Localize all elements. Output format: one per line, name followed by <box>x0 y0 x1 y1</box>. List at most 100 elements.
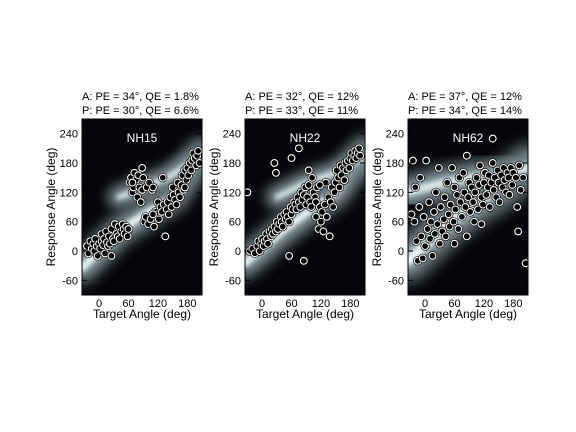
data-point <box>451 205 460 214</box>
data-point <box>187 166 196 175</box>
panel-title: NH22 <box>290 131 321 145</box>
x-tick-label: 60 <box>448 298 460 310</box>
panel-title: NH62 <box>453 131 484 145</box>
data-point <box>476 161 484 170</box>
y-tick-label: 60 <box>229 217 241 229</box>
data-point <box>304 166 313 175</box>
scatter-points <box>245 143 365 266</box>
data-point <box>431 188 440 197</box>
data-point <box>435 239 444 248</box>
data-point <box>430 229 439 238</box>
data-point <box>340 176 349 185</box>
stats-line-a: A: PE = 34°, QE = 1.8% <box>82 91 199 103</box>
data-point <box>521 259 528 268</box>
plot-frame <box>81 118 203 296</box>
x-tick-label: 0 <box>422 298 428 310</box>
data-point <box>287 154 296 163</box>
data-point <box>312 212 320 221</box>
data-point <box>107 251 116 260</box>
plot-area <box>82 119 202 295</box>
stats-line-p: P: PE = 34°, QE = 14% <box>408 105 522 117</box>
x-tick-label: 120 <box>312 298 330 310</box>
data-point <box>488 134 497 143</box>
data-point <box>454 225 463 233</box>
x-tick-label: 0 <box>96 298 102 310</box>
data-point <box>172 200 181 209</box>
data-point <box>457 212 466 221</box>
scatter-points <box>408 134 528 268</box>
data-point <box>434 163 443 172</box>
data-point <box>317 207 326 216</box>
stats-line-a: A: PE = 37°, QE = 12% <box>408 91 522 103</box>
data-point <box>345 163 354 172</box>
data-point <box>124 225 133 233</box>
x-tick-label: 180 <box>504 298 522 310</box>
data-point <box>519 173 528 182</box>
data-point <box>139 173 148 182</box>
data-point <box>419 212 428 221</box>
y-tick-label: 180 <box>223 158 241 170</box>
data-point <box>430 207 438 216</box>
y-tick-label: 0 <box>398 246 404 258</box>
data-point <box>195 159 202 167</box>
data-point <box>325 232 334 241</box>
data-point <box>469 198 478 207</box>
data-point <box>304 181 313 189</box>
data-point <box>412 237 421 246</box>
data-point <box>335 183 344 192</box>
data-point <box>294 144 303 153</box>
y-tick-label: 240 <box>60 129 78 141</box>
data-point <box>138 163 147 172</box>
data-point <box>270 159 279 167</box>
data-point <box>489 185 498 194</box>
data-point <box>433 220 442 229</box>
y-tick-label: 0 <box>72 246 78 258</box>
stats-line-p: P: PE = 33°, QE = 11% <box>245 105 358 117</box>
data-point <box>462 151 471 160</box>
data-point <box>441 232 450 241</box>
plot-area <box>408 119 528 295</box>
plot-area <box>245 119 365 295</box>
data-point <box>319 227 328 236</box>
plot-frame <box>244 118 366 296</box>
data-point <box>422 156 431 165</box>
data-point <box>513 203 522 211</box>
data-point <box>149 183 157 192</box>
data-point <box>408 156 417 165</box>
data-point <box>416 173 425 182</box>
y-axis-label: Response Angle (deg) <box>44 148 58 267</box>
data-point <box>495 198 504 207</box>
x-axis-label: Target Angle (deg) <box>256 307 354 321</box>
data-point <box>462 232 471 241</box>
data-point <box>356 151 365 160</box>
data-point <box>154 215 163 224</box>
data-point <box>150 222 158 231</box>
data-point <box>514 227 523 236</box>
y-axis-label: Response Angle (deg) <box>370 148 384 267</box>
data-point <box>456 198 465 207</box>
data-point <box>461 203 470 211</box>
data-point <box>466 207 475 216</box>
y-tick-label: 60 <box>66 217 78 229</box>
data-point <box>470 217 479 226</box>
stats-line-a: A: PE = 32°, QE = 12% <box>245 91 359 103</box>
data-point <box>450 183 459 192</box>
data-point <box>516 185 525 194</box>
data-point <box>418 254 427 263</box>
data-point <box>322 212 331 221</box>
data-point <box>505 190 514 199</box>
axes: 0 60 120 180 -60 0 60 120 180 240 <box>223 119 365 310</box>
data-point <box>128 178 137 187</box>
x-tick-label: 180 <box>178 298 196 310</box>
data-point <box>421 242 430 251</box>
data-point <box>444 210 453 219</box>
x-tick-label: 120 <box>475 298 493 310</box>
data-point <box>408 210 416 219</box>
data-point <box>285 217 294 226</box>
x-tick-label: 120 <box>149 298 167 310</box>
data-point <box>448 163 457 172</box>
data-point <box>415 203 424 211</box>
data-point <box>440 193 449 202</box>
data-point <box>450 239 459 248</box>
y-tick-label: 120 <box>223 187 241 199</box>
